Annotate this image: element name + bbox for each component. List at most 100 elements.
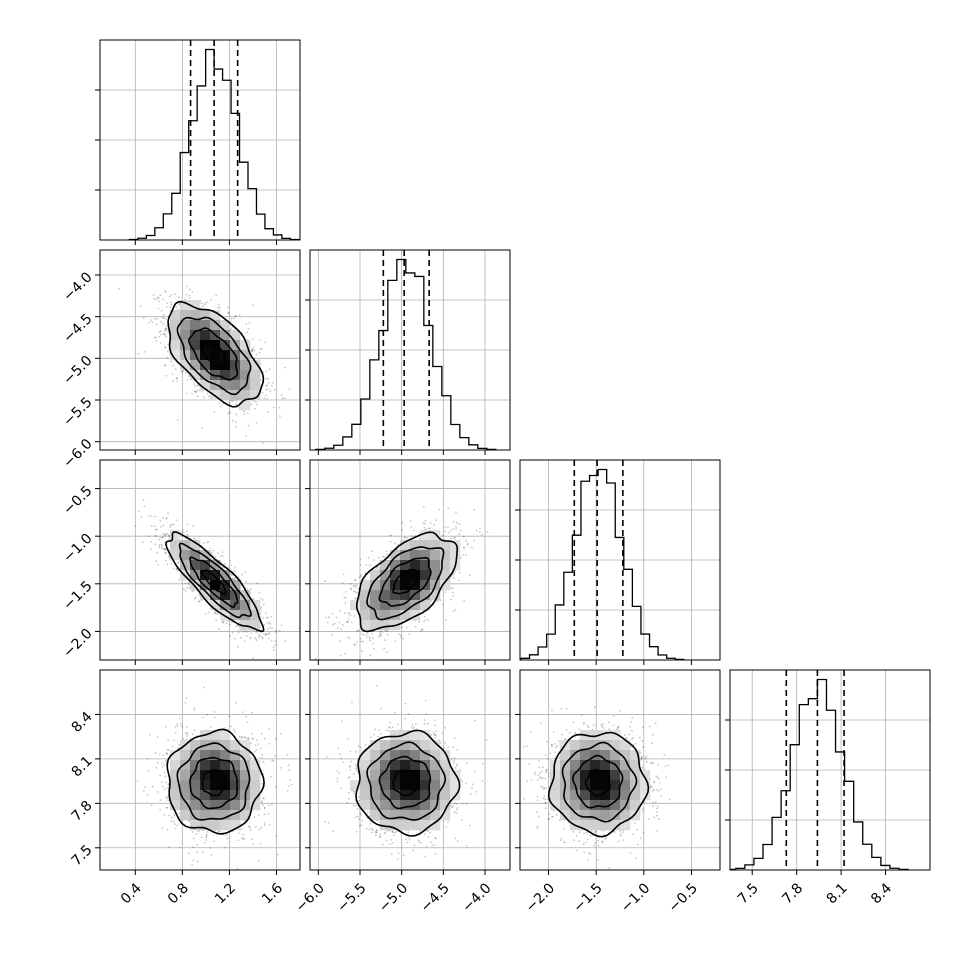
scatter-point <box>478 531 481 534</box>
scatter-point <box>273 649 275 651</box>
scatter-point <box>260 608 262 610</box>
scatter-point <box>433 523 435 526</box>
scatter-point <box>215 619 218 621</box>
scatter-point <box>188 297 191 299</box>
scatter-point <box>177 561 180 563</box>
scatter-point <box>159 520 162 522</box>
density-cell <box>440 550 451 561</box>
scatter-point <box>242 711 244 713</box>
scatter-point <box>167 739 170 742</box>
scatter-point <box>223 563 226 566</box>
scatter-point <box>274 640 277 643</box>
scatter-point <box>202 542 205 545</box>
density-cell <box>240 810 251 821</box>
density-cell <box>220 750 231 761</box>
density-layer <box>324 684 488 860</box>
scatter-point <box>214 555 217 558</box>
scatter-point <box>230 317 233 320</box>
scatter-point <box>247 737 250 739</box>
scatter-point <box>143 505 146 508</box>
density-cell <box>380 570 391 581</box>
contour-level-2 <box>366 546 445 621</box>
scatter-point <box>360 824 363 826</box>
scatter-point <box>182 370 184 373</box>
scatter-point <box>192 859 195 862</box>
scatter-point <box>272 382 274 384</box>
scatter-point <box>219 405 222 408</box>
scatter-point <box>239 584 242 586</box>
scatter-point <box>154 336 156 339</box>
scatter-point <box>194 385 197 387</box>
scatter-point <box>218 830 221 833</box>
scatter-point <box>264 634 267 636</box>
scatter-point <box>249 742 252 745</box>
scatter-point <box>193 729 196 731</box>
scatter-point <box>260 606 263 609</box>
scatter-point <box>163 764 166 766</box>
scatter-point <box>166 828 169 831</box>
density-cell <box>430 550 441 561</box>
density-cell <box>200 570 211 581</box>
scatter-point <box>206 541 209 544</box>
scatter-point <box>134 525 137 527</box>
axis-frame <box>309 249 511 451</box>
scatter-point <box>177 747 180 750</box>
scatter-point <box>213 711 216 713</box>
scatter-point <box>429 522 432 524</box>
scatter-point <box>191 831 194 833</box>
scatter-point <box>158 336 161 338</box>
scatter-point <box>205 836 208 839</box>
scatter-point <box>265 616 268 619</box>
contour-level-1 <box>378 556 432 607</box>
scatter-point <box>266 384 268 387</box>
scatter-point <box>160 525 162 528</box>
scatter-point <box>374 728 376 731</box>
scatter-point <box>356 630 358 633</box>
scatter-point <box>268 368 271 371</box>
scatter-point <box>260 826 263 829</box>
scatter-point <box>278 406 281 409</box>
scatter-point <box>411 723 414 726</box>
scatter-point <box>168 846 171 848</box>
scatter-point <box>176 377 178 380</box>
scatter-point <box>265 384 268 387</box>
density-cell <box>200 760 211 771</box>
scatter-point <box>154 515 157 518</box>
scatter-point <box>452 520 455 523</box>
scatter-point <box>162 332 165 335</box>
scatter-point <box>262 371 265 373</box>
density-cell <box>210 350 221 361</box>
scatter-point <box>468 574 471 577</box>
density-cell <box>230 590 241 601</box>
scatter-point <box>210 298 213 301</box>
scatter-point <box>465 845 468 847</box>
scatter-point <box>161 827 164 829</box>
density-cell <box>200 590 211 601</box>
density-cell <box>210 570 221 581</box>
scatter-point <box>172 380 175 382</box>
density-cell <box>240 780 251 791</box>
scatter-point <box>164 559 167 562</box>
scatter-point <box>262 760 265 763</box>
scatter-point <box>452 572 455 575</box>
density-cell <box>180 810 191 821</box>
scatter-point <box>156 551 158 554</box>
scatter-point <box>467 542 469 545</box>
scatter-point <box>398 633 401 636</box>
density-cell <box>360 580 371 591</box>
scatter-point <box>154 751 157 754</box>
scatter-point <box>390 534 393 537</box>
scatter-point <box>359 558 362 561</box>
scatter-point <box>180 370 183 373</box>
scatter-point <box>346 621 349 624</box>
scatter-point <box>202 851 205 853</box>
scatter-point <box>221 831 224 834</box>
scatter-point <box>203 303 206 306</box>
scatter-point <box>362 641 364 643</box>
scatter-point <box>235 413 238 416</box>
scatter-point <box>237 839 240 842</box>
scatter-point <box>235 420 237 423</box>
scatter-point <box>155 323 158 326</box>
scatter-point <box>348 637 351 640</box>
scatter-point <box>222 551 224 554</box>
